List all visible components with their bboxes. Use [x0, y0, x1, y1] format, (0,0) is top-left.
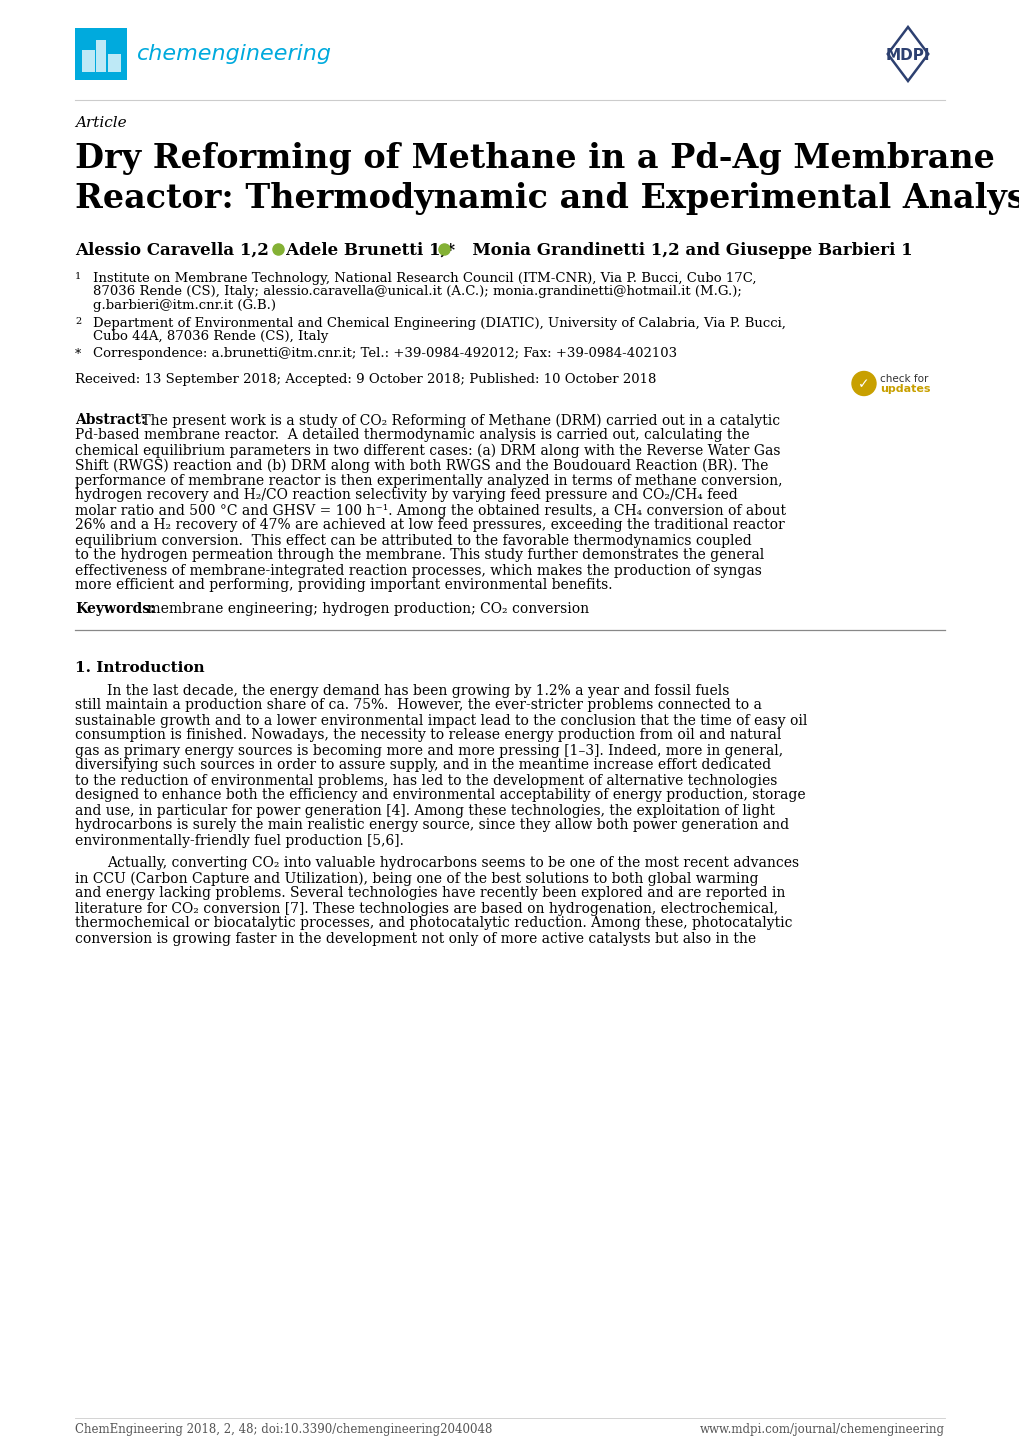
- Text: Correspondence: a.brunetti@itm.cnr.it; Tel.: +39-0984-492012; Fax: +39-0984-4021: Correspondence: a.brunetti@itm.cnr.it; T…: [93, 348, 677, 360]
- Text: hydrocarbons is surely the main realistic energy source, since they allow both p: hydrocarbons is surely the main realisti…: [75, 819, 789, 832]
- Text: updates: updates: [879, 384, 929, 394]
- Text: and energy lacking problems. Several technologies have recently been explored an: and energy lacking problems. Several tec…: [75, 887, 785, 900]
- Text: Received: 13 September 2018; Accepted: 9 October 2018; Published: 10 October 201: Received: 13 September 2018; Accepted: 9…: [75, 373, 656, 386]
- Text: to the hydrogen permeation through the membrane. This study further demonstrates: to the hydrogen permeation through the m…: [75, 548, 763, 562]
- Circle shape: [851, 372, 875, 395]
- Text: molar ratio and 500 °C and GHSV = 100 h⁻¹. Among the obtained results, a CH₄ con: molar ratio and 500 °C and GHSV = 100 h⁻…: [75, 503, 786, 518]
- Text: Abstract:: Abstract:: [75, 414, 146, 427]
- Text: *: *: [75, 348, 82, 360]
- FancyBboxPatch shape: [82, 50, 95, 72]
- Text: www.mdpi.com/journal/chemengineering: www.mdpi.com/journal/chemengineering: [699, 1423, 944, 1436]
- Text: 1. Introduction: 1. Introduction: [75, 662, 205, 675]
- Text: check for: check for: [879, 373, 927, 384]
- Text: g.barbieri@itm.cnr.it (G.B.): g.barbieri@itm.cnr.it (G.B.): [93, 298, 276, 311]
- Text: membrane engineering; hydrogen production; CO₂ conversion: membrane engineering; hydrogen productio…: [143, 601, 589, 616]
- Text: 26% and a H₂ recovery of 47% are achieved at low feed pressures, exceeding the t: 26% and a H₂ recovery of 47% are achieve…: [75, 519, 784, 532]
- Text: Institute on Membrane Technology, National Research Council (ITM-CNR), Via P. Bu: Institute on Membrane Technology, Nation…: [93, 273, 756, 286]
- Text: effectiveness of membrane-integrated reaction processes, which makes the product: effectiveness of membrane-integrated rea…: [75, 564, 761, 577]
- Text: to the reduction of environmental problems, has led to the development of altern: to the reduction of environmental proble…: [75, 773, 776, 787]
- Text: ✓: ✓: [857, 378, 869, 391]
- Text: equilibrium conversion.  This effect can be attributed to the favorable thermody: equilibrium conversion. This effect can …: [75, 534, 751, 548]
- Text: sustainable growth and to a lower environmental impact lead to the conclusion th: sustainable growth and to a lower enviro…: [75, 714, 807, 728]
- Text: consumption is finished. Nowadays, the necessity to release energy production fr: consumption is finished. Nowadays, the n…: [75, 728, 781, 743]
- Text: chemical equilibrium parameters in two different cases: (a) DRM along with the R: chemical equilibrium parameters in two d…: [75, 444, 780, 459]
- Text: still maintain a production share of ca. 75%.  However, the ever-stricter proble: still maintain a production share of ca.…: [75, 698, 761, 712]
- Text: Reactor: Thermodynamic and Experimental Analysis: Reactor: Thermodynamic and Experimental …: [75, 182, 1019, 215]
- Text: diversifying such sources in order to assure supply, and in the meantime increas: diversifying such sources in order to as…: [75, 758, 770, 773]
- Text: performance of membrane reactor is then experimentally analyzed in terms of meth: performance of membrane reactor is then …: [75, 473, 782, 487]
- Text: Cubo 44A, 87036 Rende (CS), Italy: Cubo 44A, 87036 Rende (CS), Italy: [93, 330, 328, 343]
- Text: thermochemical or biocatalytic processes, and photocatalytic reduction. Among th: thermochemical or biocatalytic processes…: [75, 917, 792, 930]
- Text: gas as primary energy sources is becoming more and more pressing [1–3]. Indeed, : gas as primary energy sources is becomin…: [75, 744, 783, 757]
- Text: and use, in particular for power generation [4]. Among these technologies, the e: and use, in particular for power generat…: [75, 803, 774, 818]
- Text: in CCU (Carbon Capture and Utilization), being one of the best solutions to both: in CCU (Carbon Capture and Utilization),…: [75, 871, 758, 885]
- Text: Alessio Caravella 1,2   Adele Brunetti 1,*   Monia Grandinetti 1,2 and Giuseppe : Alessio Caravella 1,2 Adele Brunetti 1,*…: [75, 242, 912, 260]
- Text: 2: 2: [75, 316, 82, 326]
- Text: hydrogen recovery and H₂/CO reaction selectivity by varying feed pressure and CO: hydrogen recovery and H₂/CO reaction sel…: [75, 489, 737, 502]
- FancyBboxPatch shape: [75, 27, 127, 79]
- FancyBboxPatch shape: [108, 53, 121, 72]
- Text: In the last decade, the energy demand has been growing by 1.2% a year and fossil: In the last decade, the energy demand ha…: [107, 684, 729, 698]
- Text: Keywords:: Keywords:: [75, 601, 155, 616]
- Text: Actually, converting CO₂ into valuable hydrocarbons seems to be one of the most : Actually, converting CO₂ into valuable h…: [107, 857, 798, 871]
- Text: The present work is a study of CO₂ Reforming of Methane (DRM) carried out in a c: The present work is a study of CO₂ Refor…: [137, 414, 780, 428]
- Text: 87036 Rende (CS), Italy; alessio.caravella@unical.it (A.C.); monia.grandinetti@h: 87036 Rende (CS), Italy; alessio.caravel…: [93, 286, 741, 298]
- FancyBboxPatch shape: [96, 40, 106, 72]
- Text: Article: Article: [75, 115, 126, 130]
- Text: MDPI: MDPI: [884, 48, 929, 63]
- Text: chemengineering: chemengineering: [137, 45, 331, 63]
- Text: literature for CO₂ conversion [7]. These technologies are based on hydrogenation: literature for CO₂ conversion [7]. These…: [75, 901, 777, 916]
- Text: conversion is growing faster in the development not only of more active catalyst: conversion is growing faster in the deve…: [75, 932, 755, 946]
- Text: Pd-based membrane reactor.  A detailed thermodynamic analysis is carried out, ca: Pd-based membrane reactor. A detailed th…: [75, 428, 749, 443]
- Text: Department of Environmental and Chemical Engineering (DIATIC), University of Cal: Department of Environmental and Chemical…: [93, 316, 785, 330]
- Text: Dry Reforming of Methane in a Pd-Ag Membrane: Dry Reforming of Methane in a Pd-Ag Memb…: [75, 141, 994, 174]
- Text: ChemEngineering 2018, 2, 48; doi:10.3390/chemengineering2040048: ChemEngineering 2018, 2, 48; doi:10.3390…: [75, 1423, 492, 1436]
- Text: more efficient and performing, providing important environmental benefits.: more efficient and performing, providing…: [75, 578, 611, 593]
- Text: designed to enhance both the efficiency and environmental acceptability of energ: designed to enhance both the efficiency …: [75, 789, 805, 803]
- Text: environmentally-friendly fuel production [5,6].: environmentally-friendly fuel production…: [75, 833, 404, 848]
- Text: Shift (RWGS) reaction and (b) DRM along with both RWGS and the Boudouard Reactio: Shift (RWGS) reaction and (b) DRM along …: [75, 459, 767, 473]
- Text: 1: 1: [75, 273, 82, 281]
